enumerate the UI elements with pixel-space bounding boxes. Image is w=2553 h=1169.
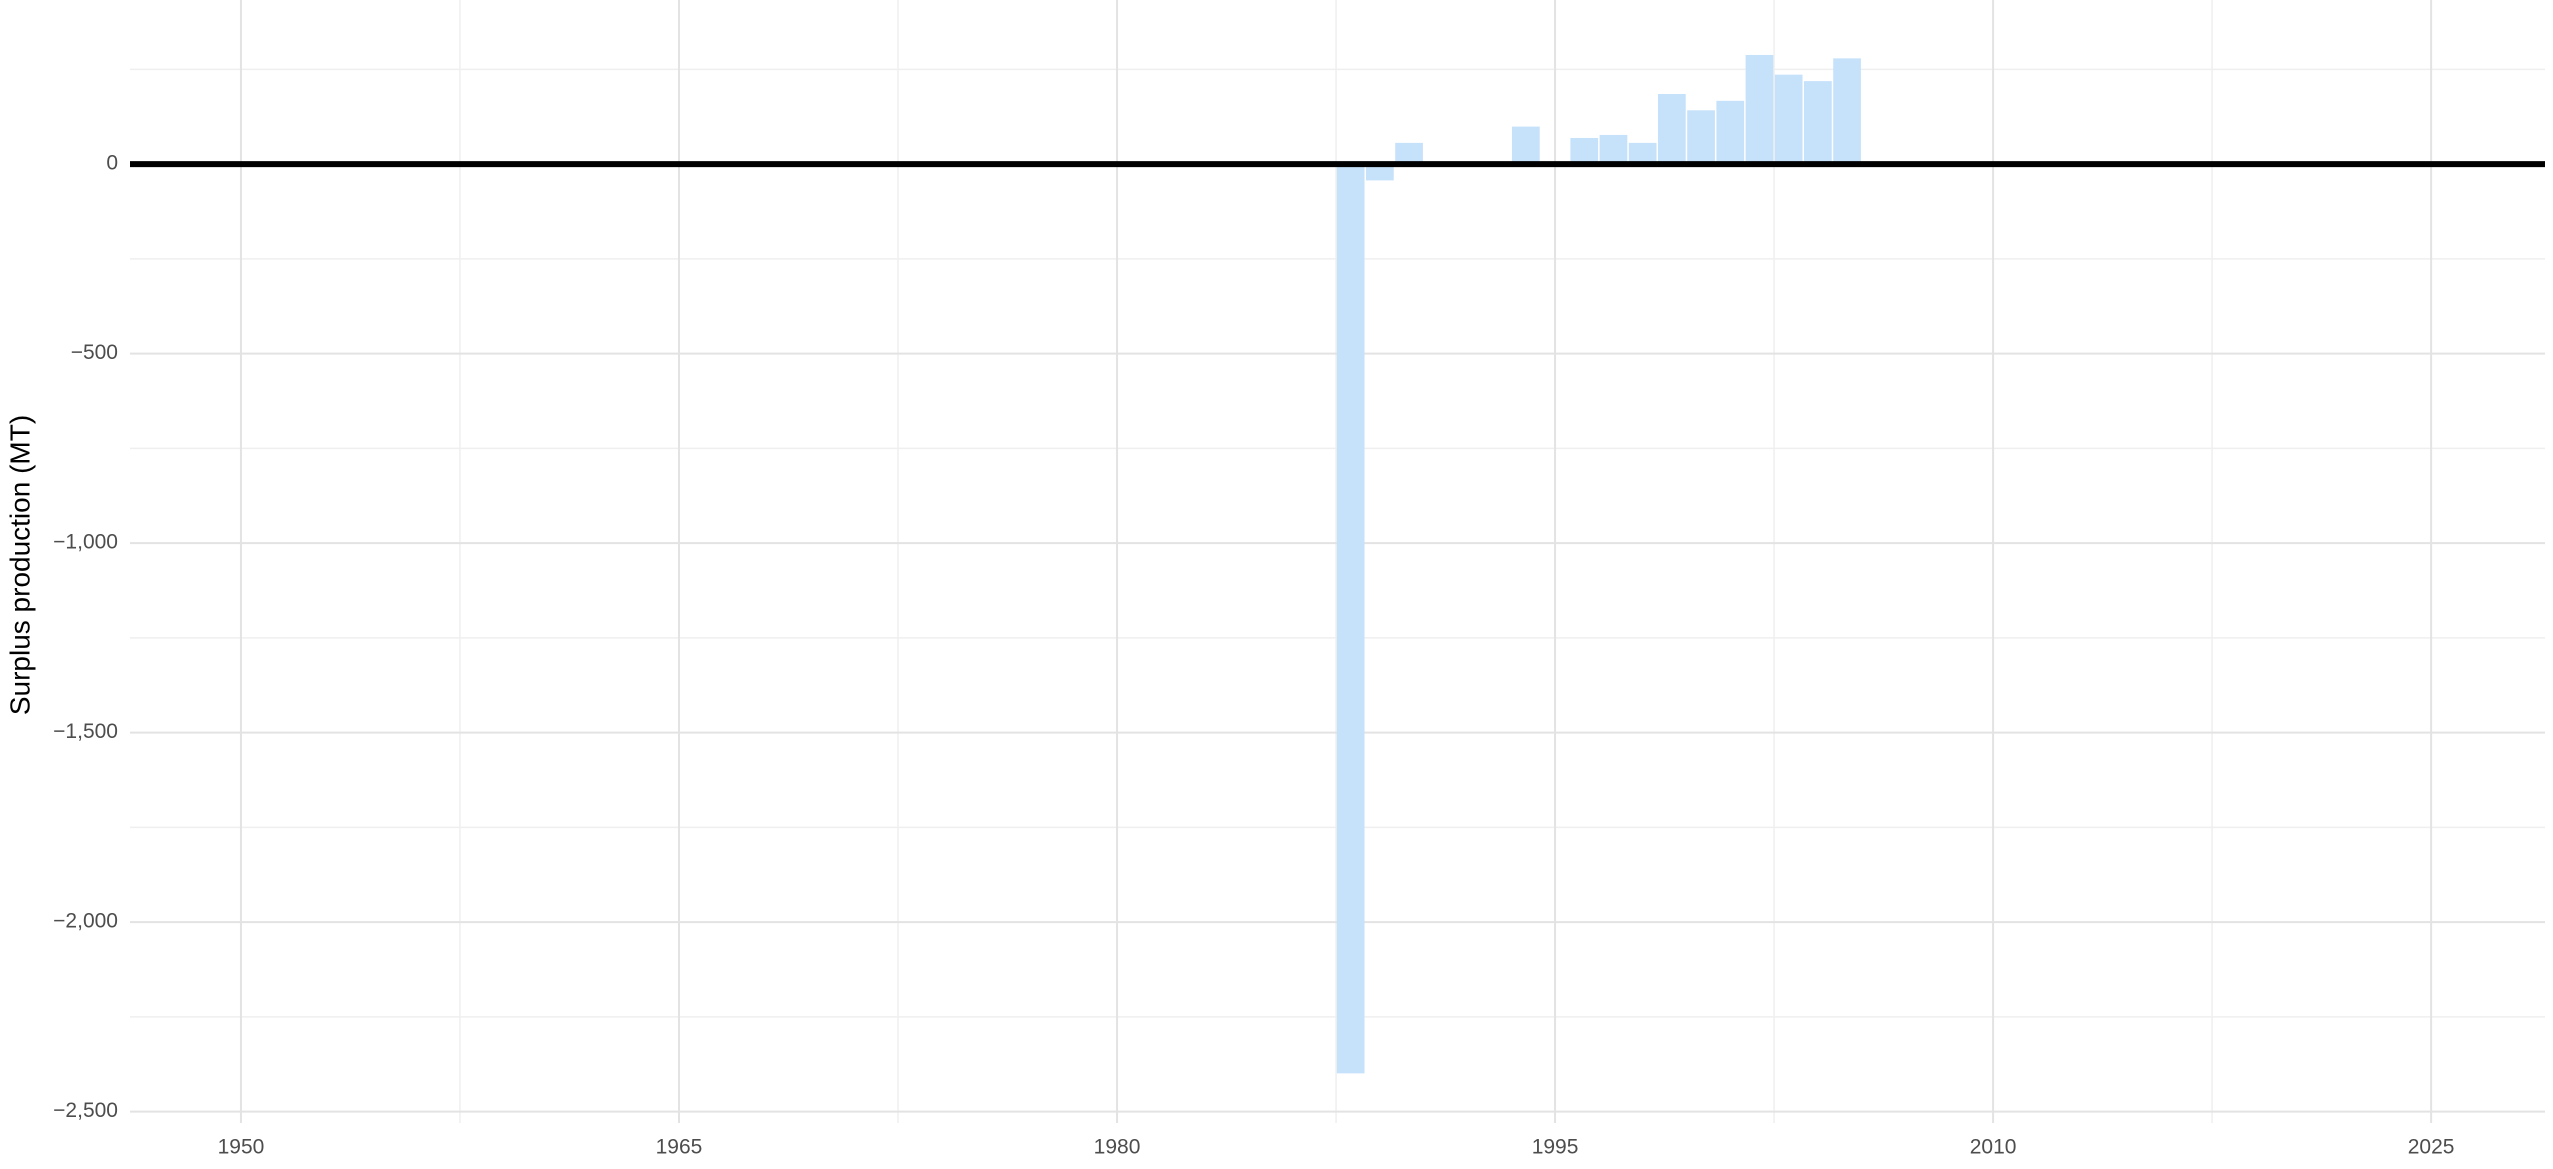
bar [1833,58,1861,165]
x-tick-label: 1995 [1532,1136,1579,1159]
bar [1657,93,1686,165]
bar [1365,164,1394,181]
y-tick-label: −2,500 [53,1099,118,1122]
y-tick-label: −2,000 [53,910,118,933]
x-tick-label: 1950 [218,1136,265,1159]
x-tick-label: 2010 [1970,1136,2017,1159]
y-tick-label: −1,500 [53,720,118,743]
bar [1745,54,1774,165]
y-tick-label: −500 [71,341,118,364]
bar [1570,137,1599,165]
y-tick-label: 0 [106,152,118,175]
x-tick-label: 1965 [656,1136,703,1159]
bar [1687,110,1715,165]
bar [1774,74,1803,165]
bar [1395,142,1423,165]
y-tick-label: −1,000 [53,531,118,554]
y-axis-title: Surplus production (MT) [4,415,35,715]
bar [1599,134,1628,165]
bar [1511,126,1540,165]
bar [1628,142,1657,165]
bar [1716,100,1745,165]
bar [1804,81,1832,165]
x-tick-label: 1980 [1094,1136,1141,1159]
bar [1336,164,1365,1074]
x-tick-label: 2025 [2408,1136,2455,1159]
